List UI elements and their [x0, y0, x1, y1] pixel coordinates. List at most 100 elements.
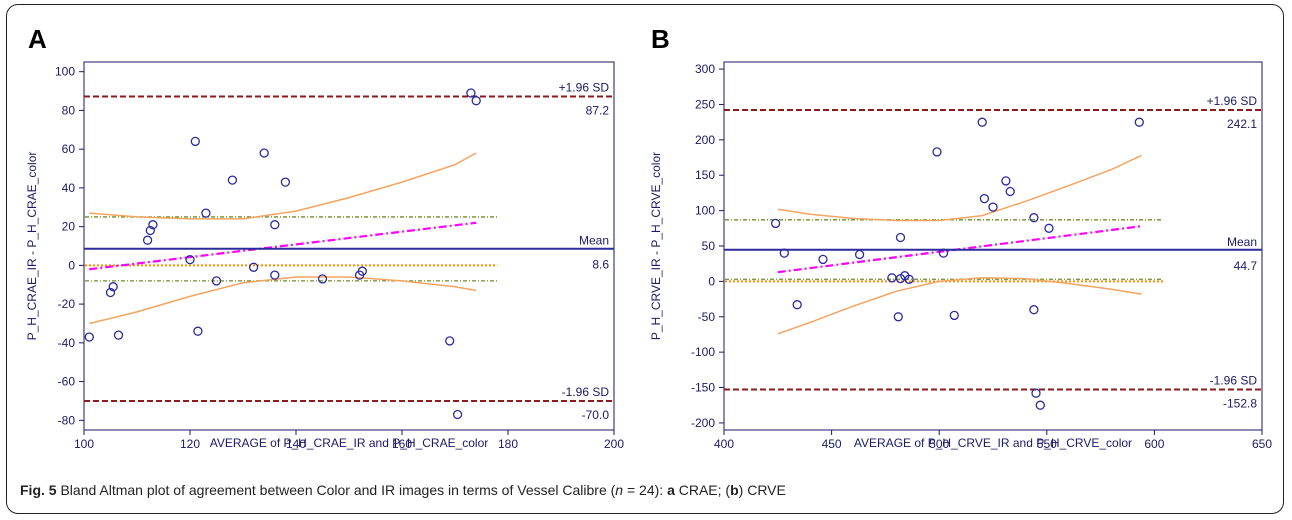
panel-b-data-point — [1031, 388, 1041, 398]
figure-frame — [6, 4, 1284, 514]
panel-a-xtick-label: 200 — [604, 437, 624, 451]
panel-a-data-point — [259, 148, 269, 158]
panel-b-ytick-label: 150 — [695, 168, 715, 182]
panel-a-letter: A — [28, 24, 47, 54]
panel-b-data-point — [977, 117, 987, 127]
panel-b-data-point — [979, 193, 990, 204]
panel-b-ytick-label: 300 — [695, 62, 715, 76]
panel-b-lower-loa-label: -1.96 SD — [1210, 374, 1258, 388]
panel-a-data-point — [211, 276, 222, 286]
figure-caption: Fig. 5 Bland Altman plot of agreement be… — [20, 482, 786, 498]
panel-b-data-point — [932, 147, 942, 157]
caption-n-value: = 24): — [623, 482, 668, 498]
panel-a-data-point — [142, 235, 153, 245]
panel-a-ytick-label: -60 — [58, 375, 76, 389]
panel-b-data-point — [988, 202, 998, 212]
panel-a-ytick-label: 40 — [62, 181, 76, 195]
panel-a-ytick-label: -80 — [58, 413, 76, 427]
panel-b-data-point — [1044, 223, 1054, 233]
panel-b-letter: B — [651, 24, 670, 54]
caption-a-text: CRAE; ( — [674, 482, 731, 498]
panel-b-plot-area — [723, 61, 1263, 431]
panel-b-data-point — [1035, 400, 1045, 410]
panel-a-data-point — [445, 336, 455, 346]
caption-b-label: b — [730, 482, 739, 498]
panel-b-ytick-label: 50 — [702, 239, 716, 253]
panel-b-ytick-label: -150 — [691, 381, 715, 395]
panel-b-data-point — [818, 254, 828, 265]
panel-b-ytick-label: 200 — [695, 133, 715, 147]
panel-b-data-point — [938, 248, 949, 258]
panel-a-data-point — [84, 332, 94, 342]
panel-a-ytick-label: -40 — [58, 336, 76, 350]
panel-b-xtick-label: 600 — [1144, 437, 1164, 451]
panel-b-xlabel: AVERAGE of P_H_CRVE_IR and P_H_CRVE_colo… — [854, 436, 1132, 450]
panel-b-ytick-label: 250 — [695, 97, 715, 111]
panel-b-ytick-label: -100 — [691, 345, 715, 359]
panel-a-ytick-label: 0 — [68, 258, 75, 272]
panel-b-data-point — [893, 312, 903, 322]
panel-b-data-point — [779, 248, 789, 258]
panel-b-lower-loa-value: -152.8 — [1223, 397, 1257, 411]
panel-b-upper-loa-label: +1.96 SD — [1207, 94, 1258, 108]
panel-a-data-point — [185, 254, 195, 265]
panel-b-xtick-label: 650 — [1252, 437, 1272, 451]
panel-b-data-point — [1029, 305, 1039, 315]
panel-b-mean-value: 44.7 — [1234, 259, 1258, 273]
panel-a-xtick-label: 100 — [74, 437, 94, 451]
panel-b-data-point — [887, 273, 897, 283]
panel-a-data-point — [108, 282, 118, 292]
panel-a-regression-ci-upper — [89, 152, 477, 220]
panel-a-data-point — [270, 270, 280, 280]
caption-a-label: a — [667, 482, 675, 498]
panel-b-ytick-label: 100 — [695, 204, 715, 218]
panel-b-ytick-label: 0 — [708, 274, 715, 288]
panel-a-xtick-label: 160 — [392, 437, 412, 451]
caption-n-var: n — [615, 482, 624, 498]
caption-fig-label: Fig. 5 — [20, 482, 57, 498]
panel-a-data-point — [248, 262, 259, 272]
panel-b-data-point — [1134, 117, 1144, 127]
panel-b-mean-label: Mean — [1227, 235, 1257, 249]
panel-a-xtick-label: 140 — [286, 437, 306, 451]
panel-a-ytick-label: 60 — [62, 142, 76, 156]
panel-b-xtick-label: 550 — [1037, 437, 1057, 451]
panel-b-data-point — [854, 249, 865, 260]
panel-a-data-point — [145, 225, 155, 236]
panel-b-data-point — [949, 310, 959, 321]
panel-b-data-point — [1005, 186, 1015, 197]
panel-a-mean-value: 8.6 — [592, 258, 609, 272]
panel-a-data-point — [466, 88, 476, 98]
panel-a-upper-loa-label: +1.96 SD — [559, 80, 610, 94]
panel-a-xtick-label: 180 — [498, 437, 518, 451]
caption-text: Bland Altman plot of agreement between C… — [60, 482, 616, 498]
panel-b-upper-loa-value: 242.1 — [1227, 117, 1257, 131]
panel-a-regression-line — [89, 221, 477, 271]
panel-a-xtick-label: 120 — [180, 437, 200, 451]
panel-a-data-point — [148, 220, 158, 230]
panel-a-lower-loa-label: -1.96 SD — [562, 385, 610, 399]
panel-a-data-point — [471, 96, 481, 106]
panel-a-data-point — [190, 136, 200, 147]
panel-b-data-point — [792, 300, 802, 310]
panel-a-data-point — [113, 330, 124, 340]
panel-b-regression-ci-lower — [777, 277, 1142, 335]
panel-a-data-point — [270, 220, 280, 230]
panel-a-data-point — [201, 208, 211, 218]
panel-a-ytick-label: 100 — [55, 65, 75, 79]
panel-a-data-point — [105, 287, 116, 298]
panel-a-upper-loa-value: 87.2 — [586, 103, 610, 117]
panel-b-data-point — [904, 274, 914, 284]
panel-a-regression-ci-lower — [89, 276, 477, 325]
panel-b-data-point — [1029, 213, 1039, 223]
panel-b-ytick-label: -200 — [691, 416, 715, 430]
panel-a-ylabel: P_H_CRAE_IR - P_H_CRAE_color — [25, 152, 39, 341]
panel-b-regression-ci-upper — [777, 154, 1142, 222]
panel-b-ytick-label: -50 — [698, 310, 716, 324]
panel-b-data-point — [1001, 176, 1011, 186]
panel-a-mean-label: Mean — [579, 234, 609, 248]
panel-a-xlabel: AVERAGE of P_H_CRAE_IR and P_H_CRAE_colo… — [210, 436, 489, 450]
panel-a-ytick-label: 20 — [62, 220, 76, 234]
panel-a-ytick-label: -20 — [58, 297, 76, 311]
